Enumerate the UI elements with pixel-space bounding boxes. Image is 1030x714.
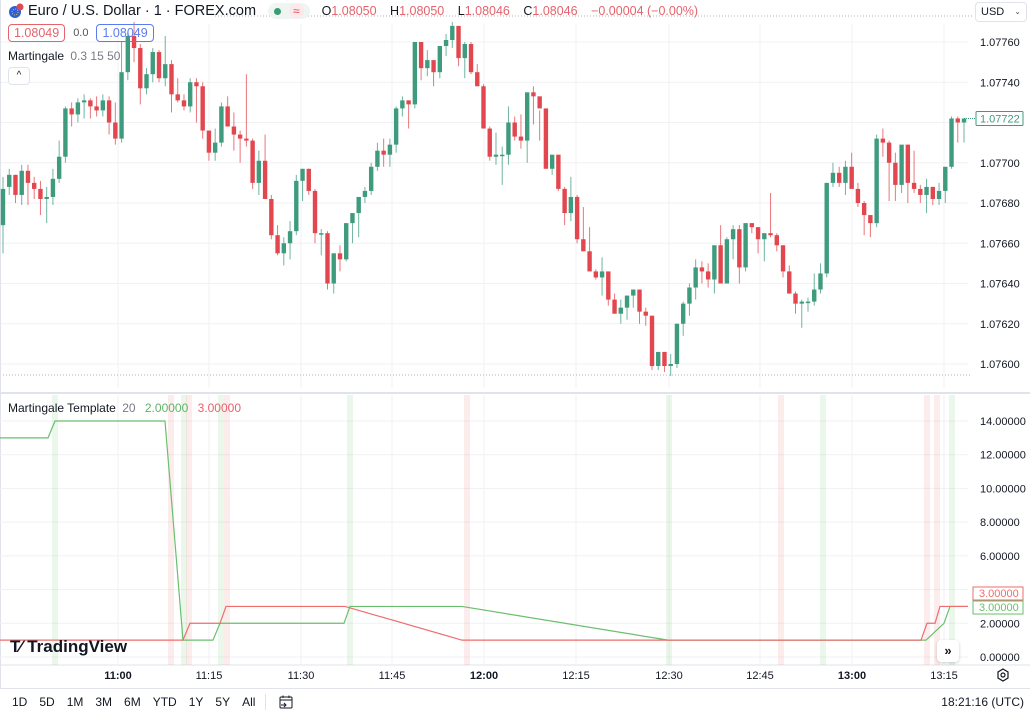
svg-text:1.07680: 1.07680 <box>980 198 1020 210</box>
indicator-name: Martingale <box>8 49 65 63</box>
svg-text:14.00000: 14.00000 <box>980 416 1026 428</box>
double-chevron-right-icon: » <box>944 643 952 658</box>
sell-button[interactable]: 1.08049 <box>8 24 66 42</box>
go-to-date-icon[interactable] <box>278 694 294 710</box>
svg-text:1.07600: 1.07600 <box>980 359 1020 371</box>
tradingview-mark-icon: T⁄ <box>10 637 22 656</box>
market-open-dot-icon <box>274 7 282 15</box>
range-button-1y[interactable]: 1Y <box>188 694 204 709</box>
range-selector: 1D 5D 1M 3M 6M YTD 1Y 5Y All <box>0 695 255 709</box>
range-button-5d[interactable]: 5D <box>39 694 55 709</box>
svg-text:11:15: 11:15 <box>196 670 223 682</box>
svg-text:11:30: 11:30 <box>288 670 315 682</box>
range-button-1d[interactable]: 1D <box>12 694 28 709</box>
bottom-toolbar: 1D 5D 1M 3M 6M YTD 1Y 5Y All 18:21:16 (UTC) <box>0 688 1030 714</box>
svg-text:1.07722: 1.07722 <box>980 113 1020 125</box>
scroll-to-realtime-button[interactable]: » <box>937 640 959 662</box>
svg-text:6.00000: 6.00000 <box>980 551 1020 563</box>
collapse-legend-button[interactable]: ^ <box>8 67 30 85</box>
svg-text:12:15: 12:15 <box>562 670 590 682</box>
indicator-name: Martingale Template <box>8 401 116 415</box>
range-button-6m[interactable]: 6M <box>124 694 141 709</box>
currency-select[interactable]: USD ⌄ <box>975 2 1027 22</box>
chevron-up-icon: ^ <box>16 70 22 81</box>
svg-text:1.07760: 1.07760 <box>980 37 1020 49</box>
buy-button[interactable]: 1.08049 <box>96 24 154 42</box>
spread-value: 0.0 <box>73 27 89 39</box>
utc-clock[interactable]: 18:21:16 (UTC) <box>941 694 1024 709</box>
green-value: 2.00000 <box>144 401 189 415</box>
svg-text:1.07740: 1.07740 <box>980 77 1020 89</box>
chevron-down-icon: ⌄ <box>1014 7 1021 16</box>
red-value: 3.00000 <box>197 401 242 415</box>
svg-text:1.07620: 1.07620 <box>980 319 1020 331</box>
svg-text:1.07700: 1.07700 <box>980 158 1020 170</box>
svg-text:13:00: 13:00 <box>838 670 866 682</box>
svg-text:12:30: 12:30 <box>655 670 683 682</box>
indicator-params: 0.3 15 50 <box>70 49 121 63</box>
symbol-legend[interactable]: Euro / U.S. Dollar · 1 · FOREX.com ≈ O1.… <box>8 3 703 19</box>
svg-text:12:00: 12:00 <box>470 670 498 682</box>
svg-text:11:45: 11:45 <box>379 670 406 682</box>
divider <box>265 693 267 710</box>
indicator-param: 20 <box>122 401 136 415</box>
martingale-template-legend[interactable]: Martingale Template 20 2.00000 3.00000 <box>8 401 241 415</box>
range-button-3m[interactable]: 3M <box>95 694 113 709</box>
svg-text:12:45: 12:45 <box>746 670 774 682</box>
ohlc-values: O1.08050 H1.08050 L1.08046 C1.08046 −0.0… <box>321 4 699 18</box>
svg-text:1.07640: 1.07640 <box>980 279 1020 291</box>
svg-text:0.00000: 0.00000 <box>980 652 1020 664</box>
svg-text:11:00: 11:00 <box>104 670 132 682</box>
price-axes: 1.07760 1.07740 1.07700 1.07680 1.07660 1.076… <box>104 37 1026 682</box>
range-button-5y[interactable]: 5Y <box>215 694 231 709</box>
axis-settings-icon[interactable] <box>996 668 1010 682</box>
range-button-ytd[interactable]: YTD <box>152 694 177 709</box>
svg-text:12.00000: 12.00000 <box>980 450 1026 462</box>
symbol-title: Euro / U.S. Dollar · 1 · FOREX.com <box>28 3 257 19</box>
svg-text:1.07660: 1.07660 <box>980 238 1020 250</box>
svg-text:3.00000: 3.00000 <box>979 588 1019 600</box>
range-button-all[interactable]: All <box>242 694 256 709</box>
martingale-indicator-legend[interactable]: Martingale 0.3 15 50 <box>8 49 120 63</box>
svg-text:10.00000: 10.00000 <box>980 483 1026 495</box>
signal-bands <box>52 395 955 665</box>
svg-text:13:15: 13:15 <box>930 670 958 682</box>
candles <box>0 21 967 377</box>
tradingview-logo[interactable]: T⁄ TradingView <box>10 637 128 656</box>
svg-text:8.00000: 8.00000 <box>980 517 1020 529</box>
range-button-1m[interactable]: 1M <box>66 694 84 709</box>
data-delay-icon: ≈ <box>289 4 304 18</box>
svg-text:3.00000: 3.00000 <box>979 602 1019 614</box>
indicator-lines <box>0 420 968 641</box>
price-change: −0.00004 (−0.00%) <box>591 4 699 18</box>
main-pane-grid <box>0 0 1030 688</box>
eur-usd-flag-icon <box>9 3 24 18</box>
trade-buttons: 1.08049 0.0 1.08049 <box>8 24 154 42</box>
market-status-badge[interactable]: ≈ <box>268 3 310 19</box>
svg-text:2.00000: 2.00000 <box>980 618 1020 630</box>
